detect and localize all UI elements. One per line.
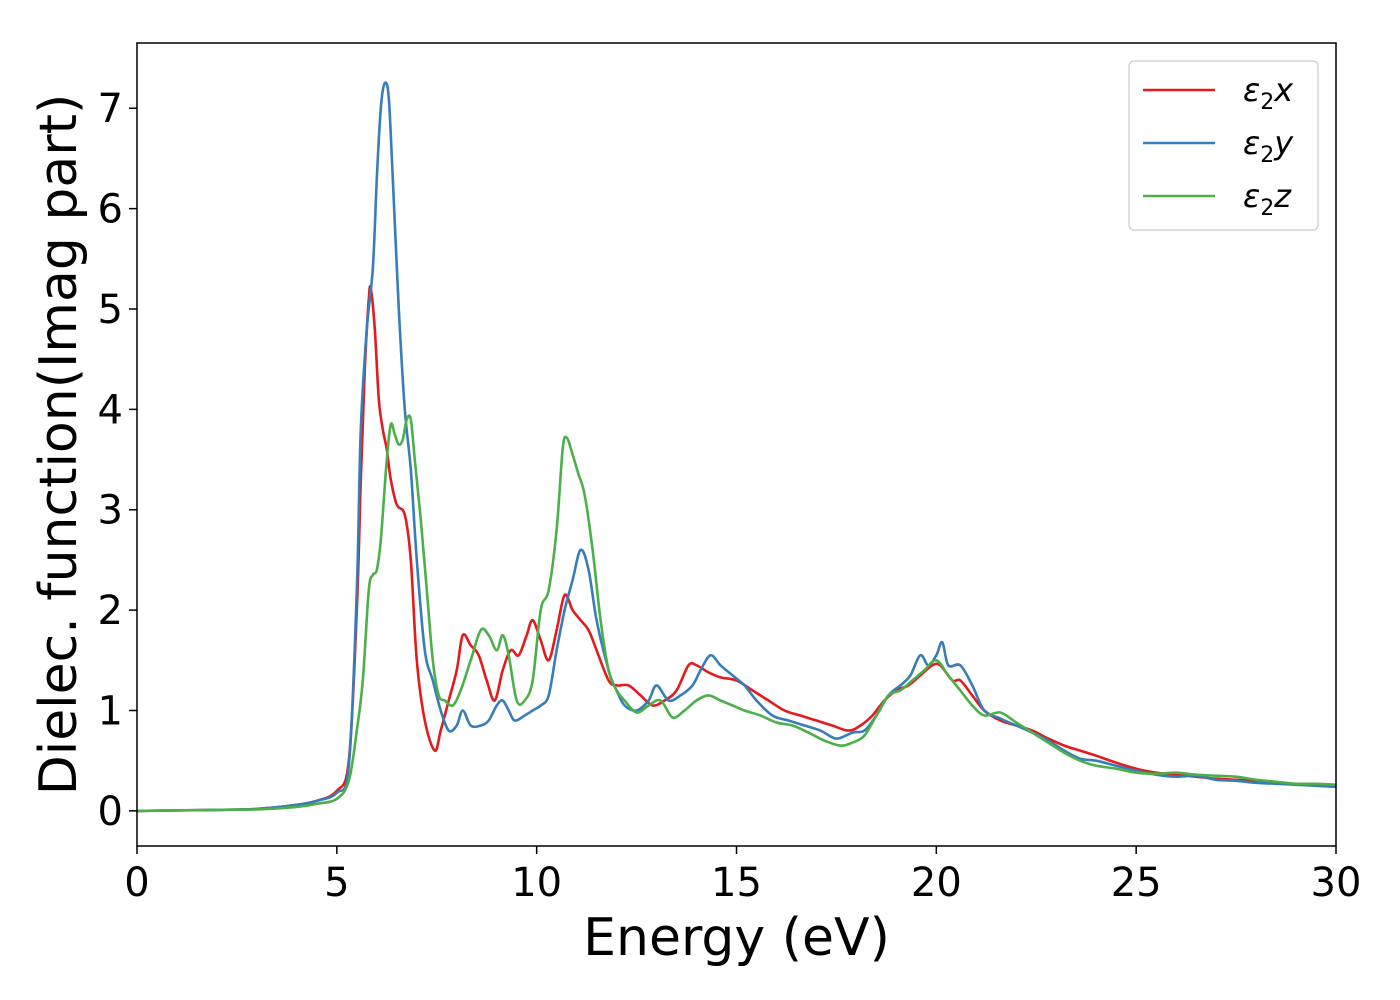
x-tick-label: 30 — [1311, 860, 1362, 906]
x-tick-label: 25 — [1111, 860, 1162, 906]
legend-box — [1128, 60, 1319, 231]
y-tick-label: 2 — [98, 588, 123, 634]
x-axis: 0 5 10 15 20 25 30 — [124, 846, 1361, 906]
y-tick-label: 7 — [98, 86, 123, 132]
y-tick-label: 4 — [98, 387, 123, 433]
series-line-z — [137, 414, 1336, 813]
series-layer — [137, 81, 1336, 813]
x-tick-label: 10 — [511, 860, 562, 906]
y-tick-label: 1 — [98, 688, 123, 734]
series-line-x — [137, 285, 1336, 813]
y-tick-label: 0 — [98, 789, 123, 835]
x-tick-label: 5 — [324, 860, 349, 906]
y-axis-label: Dielec. function(Imag part) — [29, 94, 89, 796]
x-tick-label: 0 — [124, 860, 149, 906]
x-axis-label: Energy (eV) — [583, 908, 890, 968]
legend-label-y: ε2y — [1243, 124, 1294, 168]
y-tick-label: 6 — [98, 187, 123, 233]
y-axis: 0 1 2 3 4 5 6 7 — [98, 86, 137, 835]
legend-label-z: ε2z — [1243, 177, 1292, 221]
x-tick-label: 20 — [911, 860, 962, 906]
legend-label-x: ε2x — [1243, 71, 1294, 115]
x-tick-label: 15 — [711, 860, 762, 906]
y-tick-label: 3 — [98, 488, 123, 534]
y-tick-label: 5 — [98, 287, 123, 333]
legend: ε2x ε2y ε2z — [1128, 60, 1319, 231]
